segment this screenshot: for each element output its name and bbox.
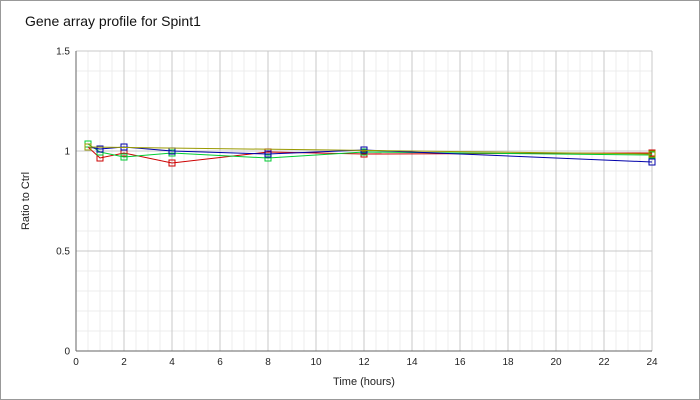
x-tick-label: 6 [217,357,223,368]
series-line [87,146,653,155]
x-tick-label: 24 [646,357,658,368]
data-point-marker [264,150,272,158]
axes [75,51,652,352]
y-tick-labels: 0 0.5 1 1.5 [56,47,70,358]
y-tick-label: 0 [64,347,70,358]
y-axis-label: Ratio to Ctrl [20,172,32,230]
x-tick-label: 8 [265,357,271,368]
series-line [87,146,653,164]
x-tick-label: 10 [310,357,322,368]
x-tick-label: 20 [550,357,562,368]
data-point-marker [648,158,656,166]
data-point-marker [648,150,656,158]
x-tick-label: 4 [169,357,175,368]
x-tick-labels: 0 2 4 6 8 10 12 14 16 18 20 22 24 [73,357,658,368]
y-tick-label: 0.5 [56,247,70,258]
x-tick-label: 16 [454,357,466,368]
x-tick-label: 14 [406,357,418,368]
y-tick-label: 1.5 [56,47,70,58]
x-tick-label: 22 [598,357,610,368]
series-3 [84,143,656,158]
data-point-marker [96,145,104,153]
series-0 [84,143,656,167]
x-tick-label: 12 [358,357,370,368]
data-point-marker [264,154,272,162]
data-point-marker [120,153,128,161]
x-tick-label: 2 [121,357,127,368]
chart-title: Gene array profile for Spint1 [25,13,201,29]
y-tick-label: 1 [64,147,70,158]
data-point-marker [168,159,176,167]
series-layer [84,140,656,167]
x-tick-label: 0 [73,357,79,368]
data-point-marker [84,143,92,151]
x-tick-label: 18 [502,357,514,368]
x-axis-label: Time (hours) [333,376,395,388]
major-grid [75,50,653,352]
